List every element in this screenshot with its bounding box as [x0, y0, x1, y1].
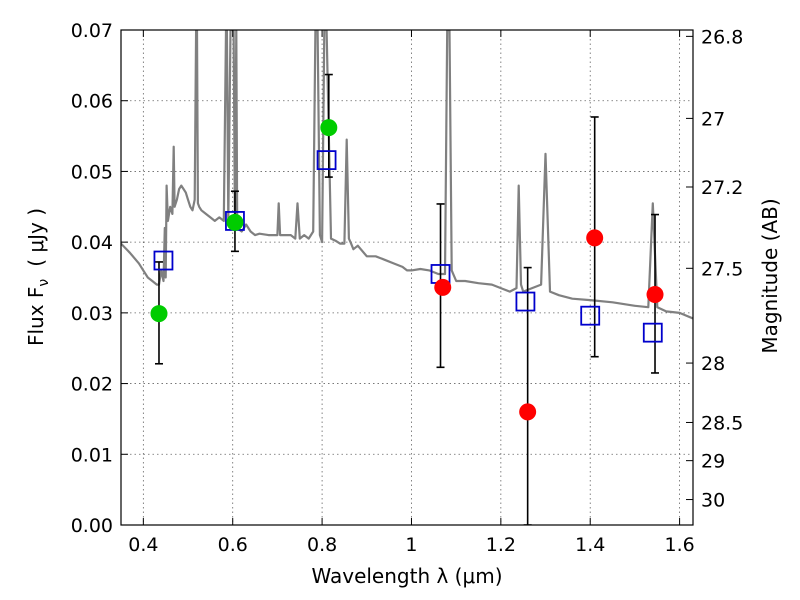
x-tick-label: 0.8	[307, 534, 337, 556]
model-square	[642, 322, 663, 343]
y-tick-label: 0.04	[71, 232, 113, 254]
y-axis-label-main: Flux F	[24, 287, 48, 346]
y-axis-label-subscript: ν	[36, 279, 52, 287]
right-tick-label: 29	[701, 451, 725, 473]
x-tick-label: 1.2	[486, 534, 516, 556]
y-tick-label: 0.07	[71, 20, 113, 42]
data-point	[519, 403, 537, 421]
y-axis-label: Flux Fν ( μJy )	[24, 208, 52, 346]
right-tick-label: 26.8	[701, 26, 743, 48]
x-tick-label: 1	[405, 534, 417, 556]
grid	[121, 30, 693, 525]
y-tick-label: 0.01	[71, 444, 113, 466]
x-tick-label: 1.4	[575, 534, 605, 556]
model-flux-squares	[153, 150, 663, 343]
right-tick-label: 28	[701, 353, 725, 375]
model-square	[515, 291, 536, 312]
right-tick-label: 27.5	[701, 258, 743, 280]
observed-points	[150, 119, 664, 421]
right-tick-label: 28.5	[701, 412, 743, 434]
axis-ticks	[121, 29, 693, 526]
model-square	[580, 305, 601, 326]
x-axis-label: Wavelength λ (μm)	[311, 564, 502, 588]
x-tick-labels: 0.4 0.6 0.8 1 1.2 1.4 1.6	[128, 534, 694, 556]
y-tick-labels: 0.00 0.01 0.02 0.03 0.04 0.05 0.06 0.07	[71, 20, 113, 537]
model-square	[316, 150, 337, 171]
model-square	[153, 250, 174, 271]
data-point	[646, 285, 664, 303]
data-point	[150, 305, 168, 323]
right-tick-label: 27	[701, 108, 725, 130]
model-spectrum	[121, 30, 693, 320]
x-tick-label: 1.6	[664, 534, 694, 556]
right-tick-label: 27.2	[701, 177, 743, 199]
right-tick-labels: 26.8 27 27.2 27.5 28 28.5 29 30	[701, 26, 743, 511]
y-tick-label: 0.03	[71, 303, 113, 325]
y-tick-label: 0.05	[71, 161, 113, 183]
plot-frame	[120, 29, 694, 526]
y-tick-label: 0.00	[71, 515, 113, 537]
data-point	[320, 119, 338, 137]
data-point	[586, 229, 604, 247]
y-axis-label-unit: ( μJy )	[24, 208, 48, 267]
y-tick-label: 0.02	[71, 374, 113, 396]
data-point	[226, 213, 244, 231]
right-axis-label: Magnitude (AB)	[758, 198, 782, 353]
y-tick-label: 0.06	[71, 91, 113, 113]
x-tick-label: 0.4	[128, 534, 158, 556]
x-tick-label: 0.6	[218, 534, 248, 556]
data-point	[434, 278, 452, 296]
right-tick-label: 30	[701, 490, 725, 512]
spectrum-line	[121, 30, 693, 320]
